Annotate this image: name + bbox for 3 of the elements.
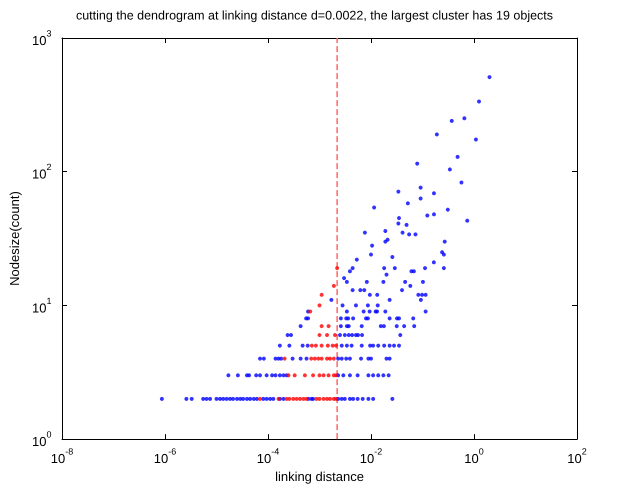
x-axis-title: linking distance bbox=[275, 469, 364, 484]
y-axis-title: Nodesize(count) bbox=[7, 191, 22, 286]
chart-title: cutting the dendrogram at linking distance d=0.0022, the largest cluster has 19 objects bbox=[76, 8, 554, 22]
